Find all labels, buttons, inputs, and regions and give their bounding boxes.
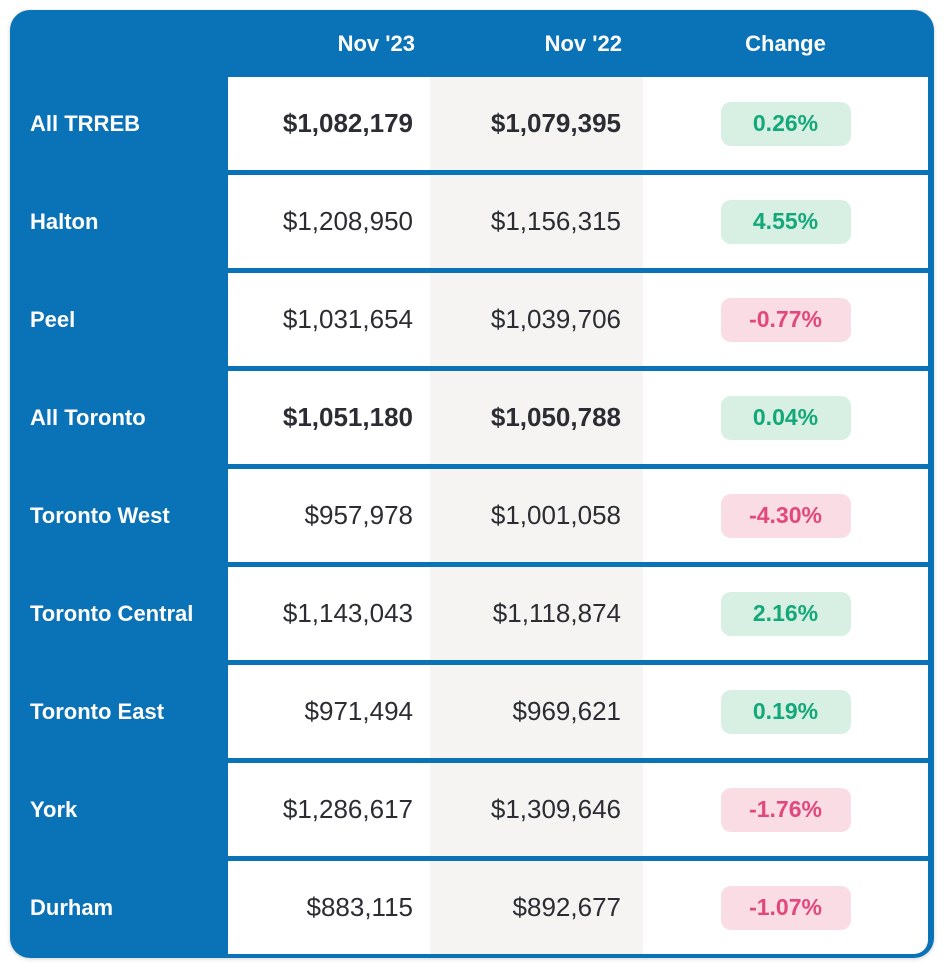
- change-badge: -0.77%: [720, 297, 851, 342]
- row-nov22-value: $1,118,874: [430, 567, 643, 660]
- row-nov23-value: $1,082,179: [228, 77, 430, 170]
- row-region-label: Toronto East: [30, 698, 165, 724]
- row-region-label: Peel: [30, 306, 76, 332]
- row-change-cell: 4.55%: [643, 175, 928, 268]
- change-badge: 0.04%: [720, 395, 851, 440]
- row-region-label: Durham: [30, 894, 114, 920]
- row-change-cell: 0.26%: [643, 77, 928, 170]
- row-nov22-value: $1,079,395: [430, 77, 643, 170]
- row-nov22-value: $969,621: [430, 665, 643, 758]
- table-row: All Toronto $1,051,180 $1,050,788 0.04%: [10, 371, 928, 464]
- row-region-label: Toronto West: [30, 502, 170, 528]
- table-header-row: Nov '23 Nov '22 Change: [10, 10, 928, 77]
- row-nov23-value: $883,115: [228, 861, 430, 954]
- change-badge: 0.19%: [720, 689, 851, 734]
- row-change-cell: 0.19%: [643, 665, 928, 758]
- row-nov23-value: $1,031,654: [228, 273, 430, 366]
- row-region-label: All Toronto: [30, 404, 146, 430]
- change-badge: -1.76%: [720, 787, 851, 832]
- header-change: Change: [745, 30, 826, 56]
- row-region-label: Halton: [30, 208, 99, 234]
- table-body: All TRREB $1,082,179 $1,079,395 0.26% Halton…: [10, 77, 928, 954]
- row-nov23-value: $957,978: [228, 469, 430, 562]
- row-nov23-value: $1,208,950: [228, 175, 430, 268]
- change-badge: -4.30%: [720, 493, 851, 538]
- row-change-cell: -0.77%: [643, 273, 928, 366]
- row-change-cell: 2.16%: [643, 567, 928, 660]
- table-row: Durham $883,115 $892,677 -1.07%: [10, 861, 928, 954]
- row-nov22-value: $892,677: [430, 861, 643, 954]
- row-nov23-value: $971,494: [228, 665, 430, 758]
- change-badge: 2.16%: [720, 591, 851, 636]
- row-nov23-value: $1,286,617: [228, 763, 430, 856]
- row-region-label: All TRREB: [30, 110, 140, 136]
- row-change-cell: -1.76%: [643, 763, 928, 856]
- row-nov22-value: $1,001,058: [430, 469, 643, 562]
- header-nov22: Nov '22: [544, 30, 622, 56]
- row-change-cell: -4.30%: [643, 469, 928, 562]
- table-row: Halton $1,208,950 $1,156,315 4.55%: [10, 175, 928, 268]
- change-badge: 0.26%: [720, 101, 851, 146]
- price-comparison-table-card: Nov '23 Nov '22 Change All TRREB $1,082,1…: [10, 10, 934, 958]
- row-nov23-value: $1,143,043: [228, 567, 430, 660]
- row-nov22-value: $1,156,315: [430, 175, 643, 268]
- table-row: Toronto West $957,978 $1,001,058 -4.30%: [10, 469, 928, 562]
- row-change-cell: 0.04%: [643, 371, 928, 464]
- row-nov22-value: $1,309,646: [430, 763, 643, 856]
- row-nov22-value: $1,050,788: [430, 371, 643, 464]
- row-region-label: York: [30, 796, 78, 822]
- table-row: Peel $1,031,654 $1,039,706 -0.77%: [10, 273, 928, 366]
- table-row: All TRREB $1,082,179 $1,079,395 0.26%: [10, 77, 928, 170]
- row-nov23-value: $1,051,180: [228, 371, 430, 464]
- change-badge: 4.55%: [720, 199, 851, 244]
- header-nov23: Nov '23: [337, 30, 415, 56]
- row-change-cell: -1.07%: [643, 861, 928, 954]
- change-badge: -1.07%: [720, 885, 851, 930]
- table-row: York $1,286,617 $1,309,646 -1.76%: [10, 763, 928, 856]
- table-row: Toronto East $971,494 $969,621 0.19%: [10, 665, 928, 758]
- row-nov22-value: $1,039,706: [430, 273, 643, 366]
- row-region-label: Toronto Central: [30, 600, 194, 626]
- table-row: Toronto Central $1,143,043 $1,118,874 2.16%: [10, 567, 928, 660]
